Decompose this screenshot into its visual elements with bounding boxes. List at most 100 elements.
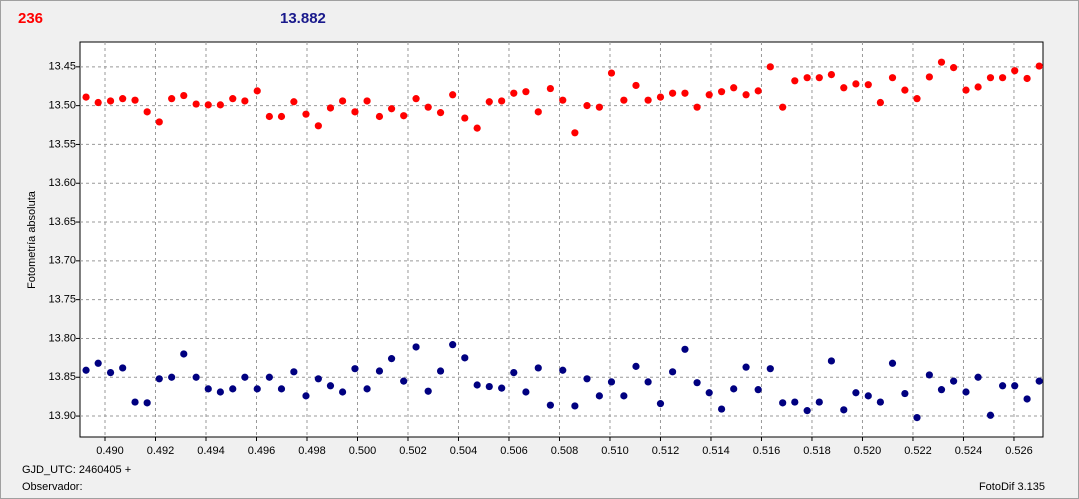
data-point bbox=[681, 89, 689, 97]
data-point bbox=[864, 392, 872, 400]
data-point bbox=[583, 102, 591, 110]
data-point bbox=[192, 373, 200, 381]
data-point bbox=[168, 373, 176, 381]
data-point bbox=[546, 84, 554, 93]
data-point bbox=[241, 97, 249, 105]
x-tick-label: 0.504 bbox=[450, 445, 478, 457]
data-point bbox=[999, 382, 1007, 390]
data-point bbox=[485, 98, 493, 106]
data-point bbox=[143, 108, 151, 116]
data-point bbox=[595, 103, 603, 111]
data-point bbox=[449, 341, 457, 349]
x-tick-label: 0.510 bbox=[601, 445, 629, 457]
data-point bbox=[424, 103, 432, 111]
data-point bbox=[693, 103, 701, 111]
data-point bbox=[986, 74, 995, 82]
data-point bbox=[620, 96, 628, 104]
data-point bbox=[363, 97, 371, 105]
x-tick-label: 0.498 bbox=[298, 445, 326, 457]
data-point bbox=[730, 385, 738, 393]
data-point bbox=[180, 350, 188, 358]
data-point bbox=[302, 392, 310, 400]
data-point bbox=[559, 366, 567, 374]
plot: 0.490 0.492 0.494 0.496 0.498 0.500 0.502 0.504… bbox=[48, 42, 1043, 457]
data-point bbox=[742, 91, 750, 99]
data-point bbox=[656, 400, 665, 408]
data-point bbox=[229, 385, 237, 393]
data-point bbox=[754, 386, 762, 394]
y-tick-label: 13.60 bbox=[48, 177, 76, 189]
data-point bbox=[192, 100, 200, 108]
data-point bbox=[583, 375, 591, 383]
data-point bbox=[143, 399, 151, 407]
data-point bbox=[241, 373, 249, 381]
data-point bbox=[387, 355, 396, 363]
y-tick-label: 13.70 bbox=[48, 255, 76, 267]
data-point bbox=[94, 359, 102, 367]
y-tick-label: 13.75 bbox=[48, 294, 76, 306]
data-point bbox=[791, 77, 799, 85]
data-point bbox=[412, 95, 420, 103]
data-point bbox=[473, 381, 481, 389]
y-tick-label: 13.85 bbox=[48, 371, 76, 383]
data-point bbox=[436, 109, 445, 117]
data-point bbox=[229, 95, 237, 103]
data-point bbox=[498, 384, 506, 392]
data-point bbox=[119, 364, 127, 372]
data-point bbox=[461, 354, 469, 362]
data-point bbox=[999, 74, 1007, 82]
data-point bbox=[595, 392, 603, 400]
data-point bbox=[937, 58, 946, 66]
data-point bbox=[668, 89, 677, 97]
footer-observer: Observador: bbox=[22, 481, 83, 493]
x-tick-label: 0.512 bbox=[652, 445, 680, 457]
data-point bbox=[277, 385, 286, 393]
data-point bbox=[888, 359, 897, 367]
data-point bbox=[338, 97, 347, 105]
x-tick-label: 0.506 bbox=[500, 445, 528, 457]
data-point bbox=[571, 129, 579, 137]
data-point bbox=[717, 88, 726, 96]
y-tick-label: 13.90 bbox=[48, 410, 76, 422]
x-tick-label: 0.492 bbox=[147, 445, 175, 457]
data-point bbox=[730, 84, 738, 92]
data-point bbox=[632, 362, 640, 370]
x-tick-label: 0.496 bbox=[248, 445, 276, 457]
data-point bbox=[779, 399, 787, 407]
x-tick-label: 0.514 bbox=[702, 445, 730, 457]
data-point bbox=[375, 112, 384, 121]
x-tick-label: 0.522 bbox=[904, 445, 932, 457]
data-point bbox=[204, 385, 212, 393]
header-left-value: 236 bbox=[18, 10, 43, 27]
data-point bbox=[400, 112, 408, 120]
data-point bbox=[986, 411, 995, 419]
data-point bbox=[876, 98, 884, 107]
data-point bbox=[693, 379, 701, 387]
data-point bbox=[888, 74, 897, 82]
y-axis-label: Fotometría absoluta bbox=[26, 190, 38, 289]
data-point bbox=[351, 365, 359, 373]
data-point bbox=[559, 96, 567, 104]
data-point bbox=[449, 91, 457, 99]
data-point bbox=[155, 118, 163, 126]
data-point bbox=[106, 97, 115, 105]
x-tick-label: 0.520 bbox=[854, 445, 882, 457]
data-point bbox=[705, 389, 713, 397]
data-point bbox=[1023, 395, 1031, 403]
data-point bbox=[937, 386, 946, 394]
data-point bbox=[119, 95, 127, 103]
data-point bbox=[1011, 67, 1019, 75]
data-point bbox=[607, 69, 616, 77]
x-tick-label: 0.526 bbox=[1005, 445, 1033, 457]
data-point bbox=[644, 96, 652, 104]
data-point bbox=[962, 86, 970, 94]
data-point bbox=[717, 405, 726, 413]
data-point bbox=[131, 96, 139, 104]
data-point bbox=[791, 398, 799, 406]
data-point bbox=[375, 367, 384, 375]
data-point bbox=[314, 122, 322, 130]
data-point bbox=[290, 368, 298, 376]
data-point bbox=[827, 357, 836, 365]
data-point bbox=[168, 95, 176, 103]
